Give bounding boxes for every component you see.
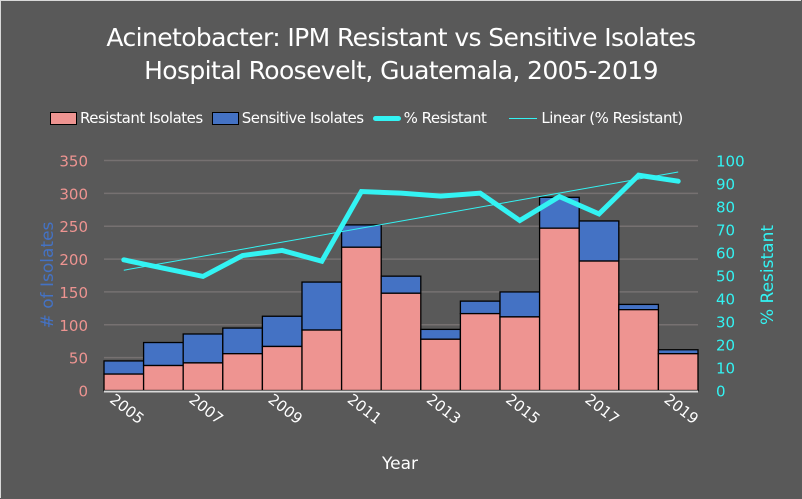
bars [103, 196, 699, 393]
bar-resistant [459, 312, 501, 392]
x-tick-label: 2017 [581, 390, 622, 428]
y2-tick-label: 0 [716, 383, 726, 401]
legend-item-sensitive[interactable]: Sensitive Isolates [211, 109, 364, 127]
x-axis-ticks: 2005 2007 2009 2011 2013 2015 2017 2019 [106, 390, 702, 428]
y2-tick-label: 30 [716, 314, 735, 332]
bar-resistant [380, 292, 422, 392]
bar-resistant [142, 364, 184, 392]
y-tick-label: 350 [59, 153, 88, 171]
legend-label: Linear (% Resistant) [541, 109, 683, 127]
bar-sensitive [182, 333, 224, 364]
legend-swatch-resistant [50, 111, 77, 125]
legend-item-trendline[interactable]: Linear (% Resistant) [495, 109, 683, 127]
y2-axis-label: % Resistant [758, 225, 778, 325]
legend-label: Sensitive Isolates [241, 109, 364, 127]
chart-title: Acinetobacter: IPM Resistant vs Sensitiv… [106, 23, 696, 52]
y2-tick-label: 100 [716, 153, 745, 171]
bar-sensitive [222, 327, 264, 355]
bar-sensitive [380, 275, 422, 294]
lines [121, 171, 681, 280]
bar-resistant [420, 338, 462, 392]
bar-resistant [538, 227, 580, 392]
bar-resistant [103, 373, 145, 392]
bar-resistant [340, 246, 382, 392]
bar-resistant [261, 345, 303, 392]
legend: Resistant Isolates Sensitive Isolates % … [50, 107, 692, 129]
y-tick-label: 0 [78, 383, 88, 401]
bar-resistant [301, 329, 343, 392]
legend-item-resistant[interactable]: Resistant Isolates [50, 109, 203, 127]
y2-tick-label: 40 [716, 291, 735, 309]
legend-swatch-line [372, 115, 401, 121]
y2-axis-ticks: 0 10 20 30 40 50 60 70 80 90 100 [716, 153, 745, 401]
legend-swatch-trendline [509, 117, 538, 119]
x-tick-label: 2011 [344, 390, 385, 428]
y-tick-label: 150 [59, 284, 88, 302]
bar-sensitive [103, 360, 145, 375]
y-tick-label: 200 [59, 251, 88, 269]
y-tick-label: 300 [59, 185, 88, 203]
y-tick-label: 50 [69, 350, 88, 368]
bar-resistant [222, 353, 264, 392]
pct-resistant-line [121, 172, 681, 280]
x-tick-label: 2015 [502, 390, 543, 428]
x-tick-label: 2013 [423, 390, 464, 428]
x-tick-label: 2007 [185, 390, 226, 428]
bar-sensitive [618, 303, 660, 311]
bar-sensitive [261, 315, 303, 348]
y-tick-label: 100 [59, 317, 88, 335]
y2-tick-label: 70 [716, 222, 735, 240]
bar-resistant [618, 309, 660, 392]
legend-swatch-sensitive [211, 111, 239, 125]
legend-label: % Resistant [403, 109, 487, 127]
legend-item-pct-resistant[interactable]: % Resistant [372, 109, 487, 127]
y2-tick-label: 20 [716, 337, 735, 355]
x-tick-label: 2009 [265, 390, 306, 428]
bar-sensitive [420, 328, 462, 340]
trendline [123, 171, 679, 271]
y2-tick-label: 50 [716, 268, 735, 286]
y-axis-label: # of Isolates [38, 221, 58, 328]
x-tick-label: 2019 [661, 390, 702, 428]
bar-resistant [182, 362, 224, 392]
legend-label: Resistant Isolates [80, 109, 203, 127]
bar-sensitive [142, 341, 184, 367]
y2-tick-label: 80 [716, 199, 735, 217]
x-tick-label: 2005 [106, 390, 147, 428]
bar-resistant [499, 316, 541, 392]
bar-resistant [657, 353, 699, 392]
y2-tick-label: 10 [716, 360, 735, 378]
bar-sensitive [301, 281, 343, 331]
bar-sensitive [499, 291, 541, 318]
y-tick-label: 250 [59, 218, 88, 236]
bar-sensitive [459, 300, 501, 315]
x-axis-label: Year [381, 454, 418, 474]
chart-subtitle: Hospital Roosevelt, Guatemala, 2005-2019 [144, 56, 658, 85]
bar-sensitive [578, 220, 620, 262]
y2-tick-label: 90 [716, 176, 735, 194]
y-axis-ticks: 0 50 100 150 200 250 300 350 [59, 153, 88, 401]
y2-tick-label: 60 [716, 245, 735, 263]
bar-resistant [578, 260, 620, 392]
